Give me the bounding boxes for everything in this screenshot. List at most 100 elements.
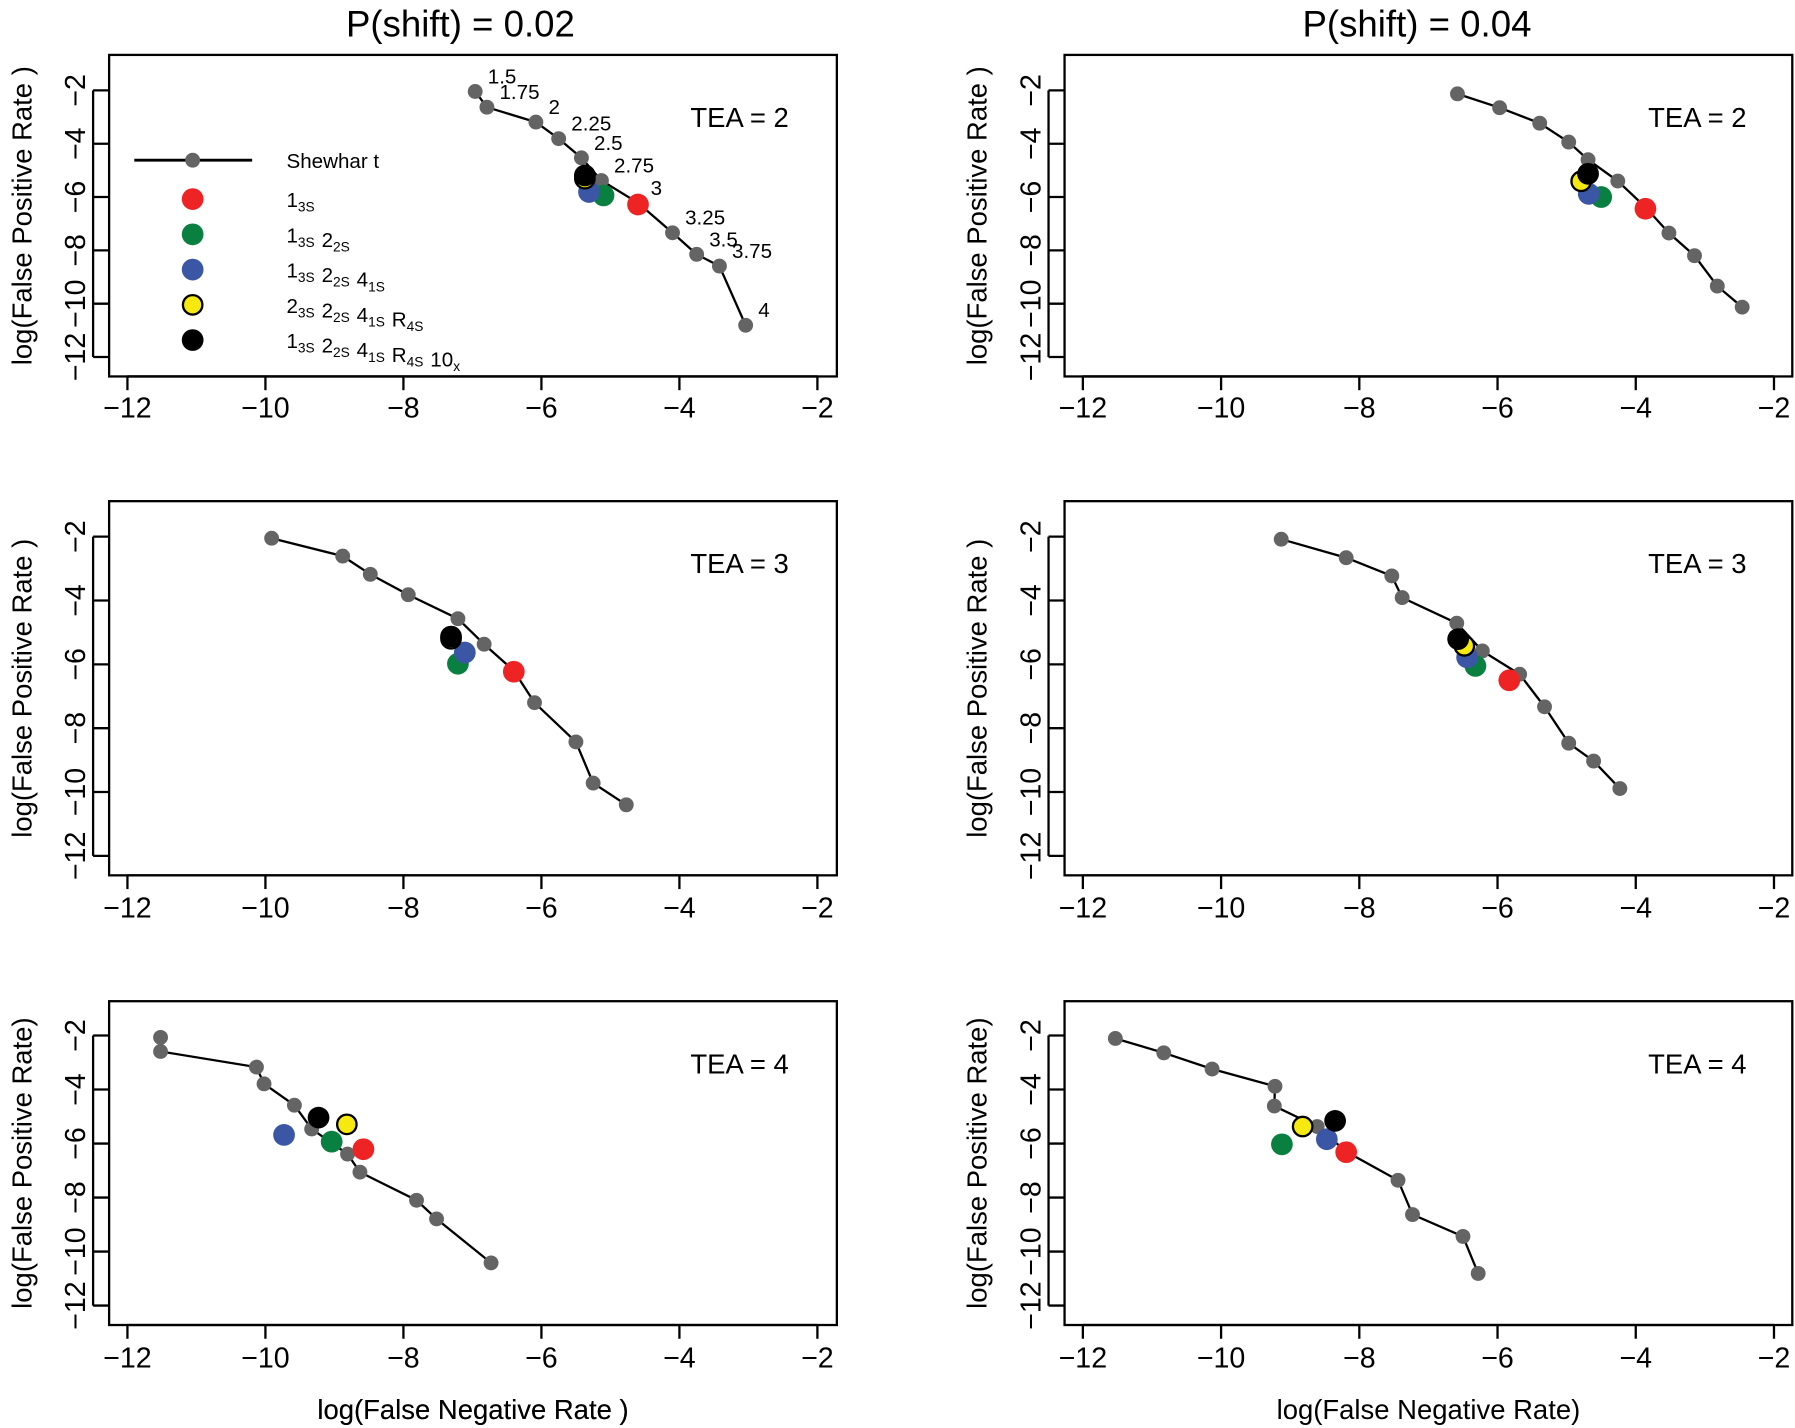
- x-tick-label: −12: [103, 393, 152, 425]
- y-tick-label: −6: [1016, 1127, 1048, 1160]
- shewhart-point: [256, 1076, 272, 1092]
- rule-point-r13s: [502, 660, 525, 683]
- rule-point-r13s: [627, 193, 649, 216]
- x-tick-label: −10: [1197, 1342, 1246, 1374]
- shewhart-point-label: 2.75: [614, 154, 654, 177]
- rule-point-r13s22s41sR4s10x: [440, 625, 462, 648]
- x-tick-label: −2: [1758, 1342, 1791, 1374]
- shewhart-point-label: 3.25: [685, 207, 725, 230]
- shewhart-point: [1661, 225, 1677, 241]
- y-tick-label: −10: [1016, 1227, 1048, 1276]
- shewhart-point: [1537, 699, 1552, 715]
- shewhart-point: [467, 84, 483, 99]
- y-tick-label: −8: [60, 1181, 92, 1214]
- panel-6: −12 −10 −8 −6 −4 −2 −2 −4 −6 −8 −10 −12 log(False Po…: [962, 1000, 1794, 1425]
- legend-label-base: 1: [286, 189, 297, 212]
- shewhart-point: [1266, 1098, 1282, 1114]
- rule-point-r13s22s41s: [453, 641, 476, 664]
- shewhart-point: [286, 1097, 302, 1113]
- legend-label-base: 1: [286, 224, 297, 247]
- y-tick-label: −2: [60, 520, 92, 553]
- rule-point-r23s22s41sR4s: [1291, 1115, 1314, 1138]
- x-tick-label: −2: [801, 893, 834, 925]
- legend-label-base: 4: [357, 304, 368, 327]
- shewhart-point-label: 1.5: [488, 65, 517, 88]
- tea-annotation: TEA = 2: [690, 102, 788, 133]
- x-tick-label: −6: [1481, 1342, 1514, 1374]
- y-tick-label: −2: [60, 74, 92, 107]
- y-tick-label: −8: [60, 712, 92, 745]
- y-tick-label: −4: [1016, 1073, 1048, 1106]
- x-tick-label: −12: [103, 893, 152, 925]
- x-tick-label: −8: [1343, 1342, 1376, 1374]
- legend-label-subscript: x: [453, 359, 460, 374]
- legend-label-subscript: 2S: [333, 275, 350, 290]
- x-tick-label: −8: [387, 893, 420, 925]
- shewhart-point: [1338, 550, 1354, 566]
- shewhart-point: [476, 636, 492, 652]
- y-tick-label: −10: [1016, 279, 1048, 328]
- y-tick-label: −4: [1016, 127, 1048, 160]
- rule-point-r13s22s41sR4s10x: [1324, 1109, 1346, 1132]
- shewhart-point-label: 3.75: [732, 240, 772, 263]
- y-tick-label: −6: [60, 181, 92, 214]
- legend-label-base: 2: [286, 295, 297, 318]
- shewhart-point: [618, 797, 634, 813]
- shewhart-point: [362, 566, 378, 582]
- shewhart-point: [1561, 735, 1577, 751]
- shewhart-point: [249, 1059, 264, 1075]
- legend-label-subscript: 2S: [333, 345, 350, 360]
- y-tick-label: −4: [60, 1073, 92, 1106]
- x-tick-label: −12: [103, 1342, 152, 1374]
- y-axis-title: log(False Positive Rate ): [962, 66, 993, 365]
- shewhart-point: [1610, 173, 1626, 189]
- legend-label-subscript: 3S: [298, 305, 315, 320]
- shewhart-point: [1390, 1172, 1406, 1188]
- x-tick-label: −6: [1481, 893, 1514, 925]
- x-tick-label: −4: [663, 893, 696, 925]
- rule-point-r23s22s41sR4s: [335, 1113, 358, 1136]
- shewhart-point: [594, 173, 609, 188]
- legend-label-base: R: [392, 309, 407, 332]
- shewhart-point: [340, 1146, 355, 1162]
- shewhart-point: [1204, 1061, 1220, 1077]
- x-tick-label: −2: [801, 1342, 834, 1374]
- legend-label-base: R: [392, 344, 407, 367]
- y-tick-label: −6: [60, 648, 92, 681]
- x-tick-label: −10: [241, 393, 290, 425]
- tea-annotation: TEA = 2: [1648, 102, 1746, 133]
- rule-point-r13s22s41sR4s10x: [574, 164, 596, 187]
- rule-point-r13s22s41s: [273, 1124, 295, 1146]
- shewhart-point: [1709, 278, 1725, 294]
- x-axis-title: log(False Negative Rate ): [317, 1394, 628, 1425]
- rule-point-r13s: [1498, 669, 1521, 692]
- shewhart-point: [573, 150, 589, 166]
- legend-label-subscript: 2S: [333, 240, 350, 255]
- x-tick-label: −2: [1758, 393, 1791, 425]
- y-axis-title: log(False Positive Rate ): [6, 66, 37, 365]
- shewhart-point: [665, 225, 680, 241]
- legend-marker-r13s22s: [181, 223, 204, 246]
- legend-label-r13s: 13S: [286, 189, 314, 215]
- panel-4: −12 −10 −8 −6 −4 −2 −2 −4 −6 −8 −10 −12 log(False Po…: [962, 500, 1794, 925]
- legend-label-r23s22s41sR4s: 23S 22S 41S R4S: [286, 295, 423, 334]
- shewhart-point: [1492, 100, 1508, 116]
- y-tick-label: −2: [60, 1019, 92, 1052]
- x-tick-label: −10: [241, 1342, 290, 1374]
- shewhart-point: [1450, 86, 1465, 102]
- y-axis-title: log(False Positive Rate ): [6, 539, 37, 838]
- shewhart-point: [551, 131, 567, 147]
- x-tick-label: −12: [1059, 1342, 1108, 1374]
- y-tick-label: −10: [60, 1227, 92, 1276]
- shewhart-point: [450, 611, 466, 627]
- shewhart-point: [1455, 1229, 1471, 1244]
- shewhart-line: [1280, 538, 1621, 790]
- rule-point-r13s22s41sR4s10x: [1577, 162, 1599, 185]
- legend-label-base: 10: [430, 348, 453, 371]
- shewhart-line: [1115, 1037, 1480, 1274]
- legend-label-base: 4: [357, 339, 368, 362]
- rule-point-r13s22s41sR4s10x: [307, 1106, 330, 1129]
- legend-label-subscript: 1S: [368, 315, 385, 330]
- x-tick-label: −12: [1059, 393, 1108, 425]
